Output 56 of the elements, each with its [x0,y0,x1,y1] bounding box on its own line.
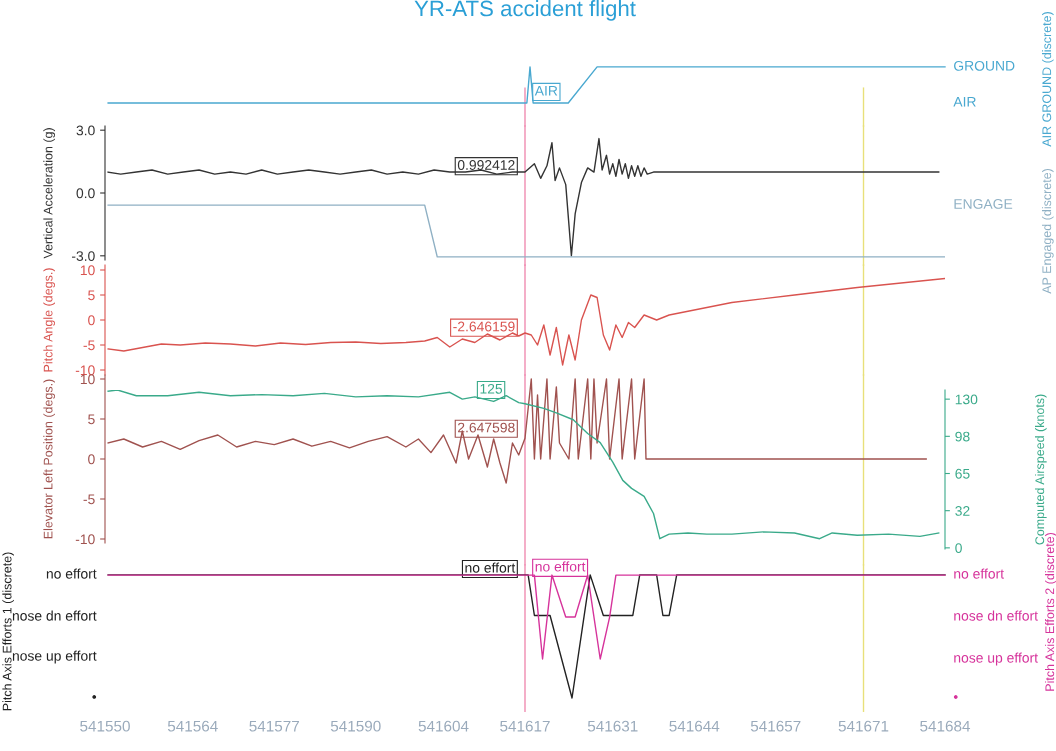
y-tick-label: 5 [88,290,95,301]
x-tick-label: 541684 [920,720,971,732]
text: • [953,695,958,699]
annotation: 125 [480,383,503,394]
text: • [92,695,97,699]
y-axis-title: Vertical Acceleration (g) [43,128,55,259]
y-tick-label: 5 [88,414,95,425]
y-tick-label: 0 [88,454,95,465]
y2-tick-label: 130 [955,394,978,405]
y-tick-label: -3.0 [71,251,95,261]
text: nose dn effort [954,610,1038,621]
x-tick-label: 541564 [167,720,218,732]
annotation: 0.992412 [457,160,515,170]
annotation: -2.646159 [453,321,515,332]
y2-tick-label: 98 [955,431,970,442]
y-tick-label: 10 [80,265,95,276]
text: no effort [465,562,516,573]
x-tick-label: 541577 [249,720,299,732]
text: ENGAGE [954,199,1013,209]
text: no effort [535,561,586,572]
y-tick-label: 0 [88,315,95,326]
y-tick-label: -5 [83,494,95,505]
y2-axis-title: Computed Airspeed (knots) [1035,394,1047,545]
x-tick-label: 541617 [500,720,550,732]
chart-title: YR-ATS accident flight [414,0,636,21]
annotation: AIR [534,86,558,96]
text: nose up effort [954,652,1038,666]
y-axis-title: Pitch Angle (degs.) [43,268,55,372]
y-axis-title: Elevator Left Position (degs.) [43,379,55,539]
y-axis-title: Pitch Axis Efforts 1 (discrete) [2,552,14,711]
annotation: 2.647598 [458,422,515,433]
x-tick-label: 541604 [418,720,469,732]
y-tick-label: 3.0 [76,125,95,136]
y-tick-label: 10 [80,374,95,385]
y2-tick-label: 32 [955,506,970,516]
y2-axis-title: AIR GROUND (discrete) [1042,12,1054,147]
y2-axis-title: Pitch Axis Efforts 2 (discrete) [1045,533,1056,691]
text: no effort [46,568,97,579]
text: GROUND [954,60,1015,71]
text: AIR [953,97,976,107]
y-tick-label: 0.0 [76,188,95,199]
text: nose up effort [12,650,97,664]
x-tick-label: 541550 [80,720,130,732]
y2-tick-label: 65 [955,468,970,479]
x-tick-label: 541631 [587,720,638,732]
x-tick-label: 541671 [838,720,889,732]
y-tick-label: -5 [83,340,95,351]
y-tick-label: -10 [75,534,95,545]
y-tick-label: -10 [75,365,95,376]
x-tick-label: 541590 [330,720,381,732]
y2-tick-label: 0 [955,543,962,554]
text: no effort [954,568,1004,579]
y2-axis-title: AP Engaged (discrete) [1042,169,1054,294]
x-tick-label: 541657 [750,720,801,732]
text: nose dn effort [12,610,97,621]
x-tick-label: 541644 [669,720,720,732]
